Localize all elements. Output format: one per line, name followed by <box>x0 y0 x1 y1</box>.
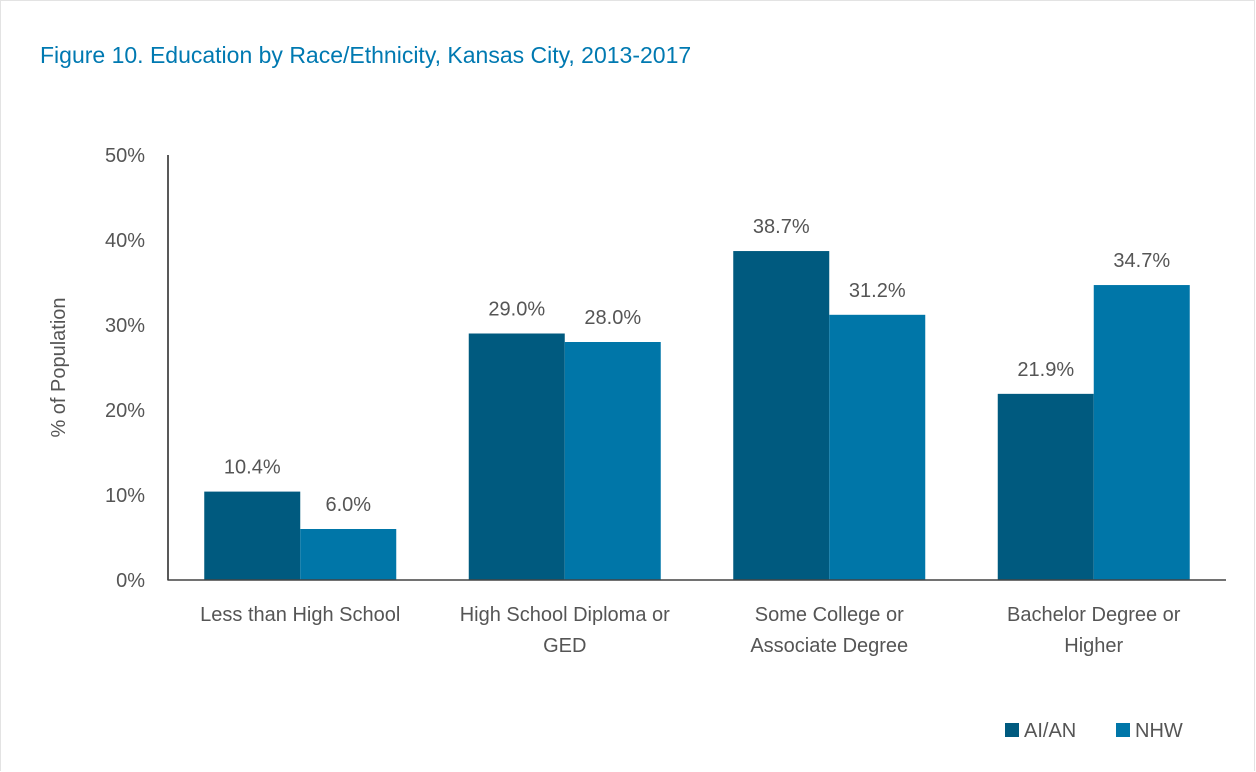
y-tick-label: 30% <box>105 315 145 337</box>
legend-label: AI/AN <box>1024 720 1076 742</box>
data-label: 6.0% <box>325 494 371 516</box>
data-label: 38.7% <box>753 216 810 238</box>
y-tick-label: 40% <box>105 230 145 252</box>
x-tick-label: Higher <box>1064 635 1123 657</box>
bar-nhw <box>829 314 926 580</box>
bar-ai-an <box>204 491 301 580</box>
legend-swatch <box>1005 723 1019 737</box>
x-tick-label: Less than High School <box>200 604 400 626</box>
bar-ai-an <box>468 333 565 580</box>
bar-nhw <box>1093 285 1190 580</box>
y-tick-label: 0% <box>116 570 145 592</box>
x-tick-label: High School Diploma or <box>460 604 670 626</box>
x-tick-label: GED <box>543 635 586 657</box>
y-tick-label: 50% <box>105 145 145 167</box>
data-label: 28.0% <box>584 307 641 329</box>
legend-label: NHW <box>1135 720 1183 742</box>
data-label: 10.4% <box>224 457 281 479</box>
y-axis-title: % of Population <box>48 297 70 437</box>
x-tick-label: Some College or <box>755 604 904 626</box>
bar-nhw <box>564 342 661 580</box>
data-label: 29.0% <box>488 299 545 321</box>
legend-swatch <box>1116 723 1130 737</box>
y-tick-label: 10% <box>105 485 145 507</box>
y-tick-label: 20% <box>105 400 145 422</box>
data-label: 34.7% <box>1113 250 1170 272</box>
chart-title: Figure 10. Education by Race/Ethnicity, … <box>40 42 692 68</box>
x-tick-label: Associate Degree <box>750 635 908 657</box>
data-label: 31.2% <box>849 280 906 302</box>
data-label: 21.9% <box>1017 359 1074 381</box>
x-tick-label: Bachelor Degree or <box>1007 604 1181 626</box>
bar-ai-an <box>997 393 1094 580</box>
bar-nhw <box>300 529 397 580</box>
bar-ai-an <box>733 251 830 581</box>
